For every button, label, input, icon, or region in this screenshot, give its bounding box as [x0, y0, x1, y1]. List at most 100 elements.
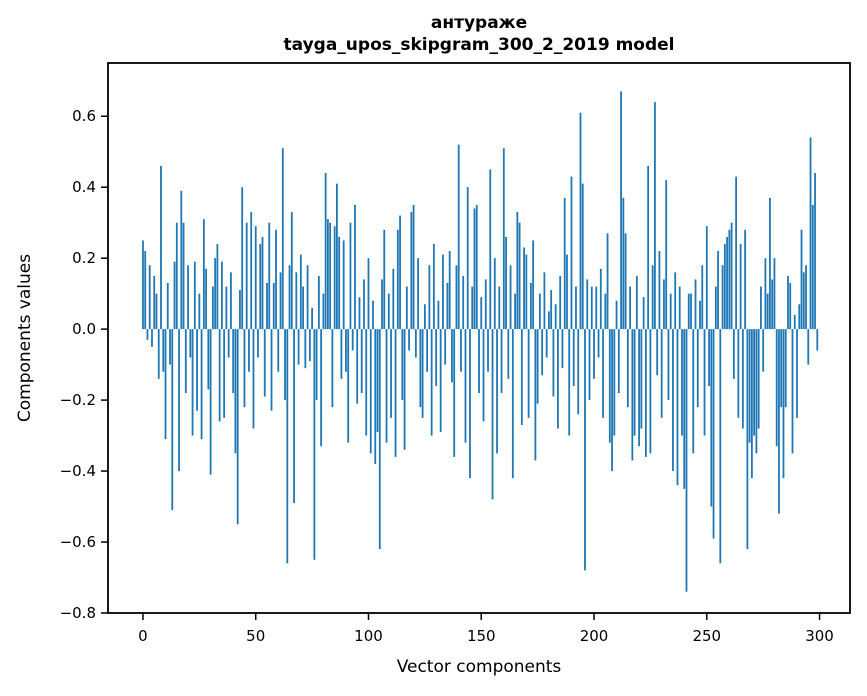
bar-component-191: [572, 329, 575, 386]
bar-component-25: [198, 293, 201, 330]
y-tick-label: 0.2: [72, 249, 96, 267]
bar-component-79: [320, 329, 323, 447]
bar-component-20: [187, 265, 189, 330]
bar-component-258: [723, 243, 726, 330]
x-tick-label: 100: [354, 627, 383, 645]
bar-component-48: [250, 212, 253, 330]
bar-component-249: [703, 329, 706, 436]
bar-component-42: [236, 329, 239, 525]
bar-component-296: [809, 137, 812, 330]
bar-component-225: [649, 329, 652, 454]
bar-component-227: [654, 102, 656, 330]
bar-component-172: [529, 283, 532, 330]
bar-component-274: [760, 286, 762, 330]
bar-component-169: [523, 247, 525, 330]
bar-component-136: [448, 251, 451, 330]
bar-component-237: [676, 329, 679, 486]
bar-component-98: [363, 279, 365, 330]
bar-component-54: [263, 329, 266, 397]
bar-component-117: [405, 286, 408, 330]
bar-component-111: [392, 268, 395, 330]
bar-component-174: [534, 329, 537, 461]
bar-component-0: [142, 240, 144, 330]
bar-component-95: [356, 329, 359, 404]
bar-component-134: [444, 329, 447, 365]
bar-component-282: [778, 329, 780, 514]
bar-component-245: [694, 279, 697, 330]
bar-component-216: [629, 286, 631, 330]
bar-component-196: [584, 329, 586, 571]
bar-component-197: [586, 279, 589, 330]
bar-component-58: [272, 283, 275, 330]
y-tick-label: −0.8: [60, 604, 96, 622]
bar-component-133: [442, 254, 444, 330]
bar-component-138: [453, 329, 456, 457]
bar-component-76: [313, 329, 316, 560]
bar-component-246: [696, 329, 699, 408]
bar-component-168: [520, 329, 523, 425]
bar-component-265: [739, 243, 742, 330]
bar-component-247: [699, 300, 701, 330]
bar-component-53: [261, 236, 264, 330]
bar-component-49: [252, 329, 255, 429]
bar-component-63: [284, 329, 286, 401]
bar-component-113: [396, 229, 399, 330]
y-tick-label: −0.2: [60, 391, 96, 409]
bar-component-230: [660, 329, 663, 418]
bar-component-3: [148, 265, 151, 330]
bar-component-189: [568, 329, 571, 436]
bar-component-292: [800, 229, 803, 330]
bar-component-104: [376, 329, 379, 433]
bar-component-122: [417, 258, 419, 330]
bar-component-260: [728, 229, 731, 330]
bar-component-268: [746, 329, 749, 550]
bar-component-61: [279, 272, 282, 330]
bar-component-179: [545, 329, 548, 358]
bar-component-181: [550, 290, 553, 330]
bar-component-244: [692, 329, 695, 454]
bar-component-73: [306, 265, 309, 330]
bar-component-288: [791, 329, 794, 454]
bar-component-195: [581, 183, 584, 330]
bar-component-51: [257, 329, 259, 358]
bars-group: [142, 91, 819, 592]
bar-component-84: [331, 329, 334, 408]
bar-component-160: [502, 148, 505, 330]
bar-component-152: [484, 279, 487, 330]
bar-component-10: [164, 329, 167, 440]
bar-component-75: [311, 307, 313, 330]
bar-component-278: [769, 197, 771, 330]
bar-component-112: [394, 329, 397, 457]
bar-component-250: [705, 226, 708, 330]
bar-component-9: [162, 329, 165, 372]
bar-component-252: [710, 329, 713, 507]
bar-component-228: [656, 329, 659, 376]
bar-component-65: [288, 265, 291, 330]
bar-component-142: [462, 275, 465, 330]
y-tick-label: −0.4: [60, 462, 96, 480]
bar-component-34: [218, 329, 221, 422]
bar-component-80: [322, 293, 325, 330]
bar-component-6: [155, 293, 158, 330]
bar-component-93: [351, 329, 354, 351]
bar-component-243: [690, 293, 692, 330]
bar-component-295: [807, 329, 810, 365]
bar-component-182: [552, 329, 555, 397]
bar-component-94: [354, 204, 356, 330]
x-tick-label: 200: [580, 627, 609, 645]
bar-component-64: [286, 329, 289, 564]
bar-component-256: [719, 329, 722, 564]
bar-component-85: [333, 226, 336, 330]
bar-component-18: [182, 222, 185, 330]
bar-component-251: [708, 329, 710, 386]
y-tick-label: 0.4: [72, 178, 96, 196]
bar-component-86: [336, 183, 338, 330]
bar-component-57: [270, 329, 273, 411]
bar-component-127: [428, 265, 431, 330]
bar-component-15: [175, 222, 178, 330]
bar-component-200: [593, 329, 595, 379]
bar-component-41: [234, 329, 237, 454]
bar-component-161: [505, 236, 507, 330]
bar-component-269: [748, 329, 751, 443]
bar-component-164: [511, 329, 514, 479]
